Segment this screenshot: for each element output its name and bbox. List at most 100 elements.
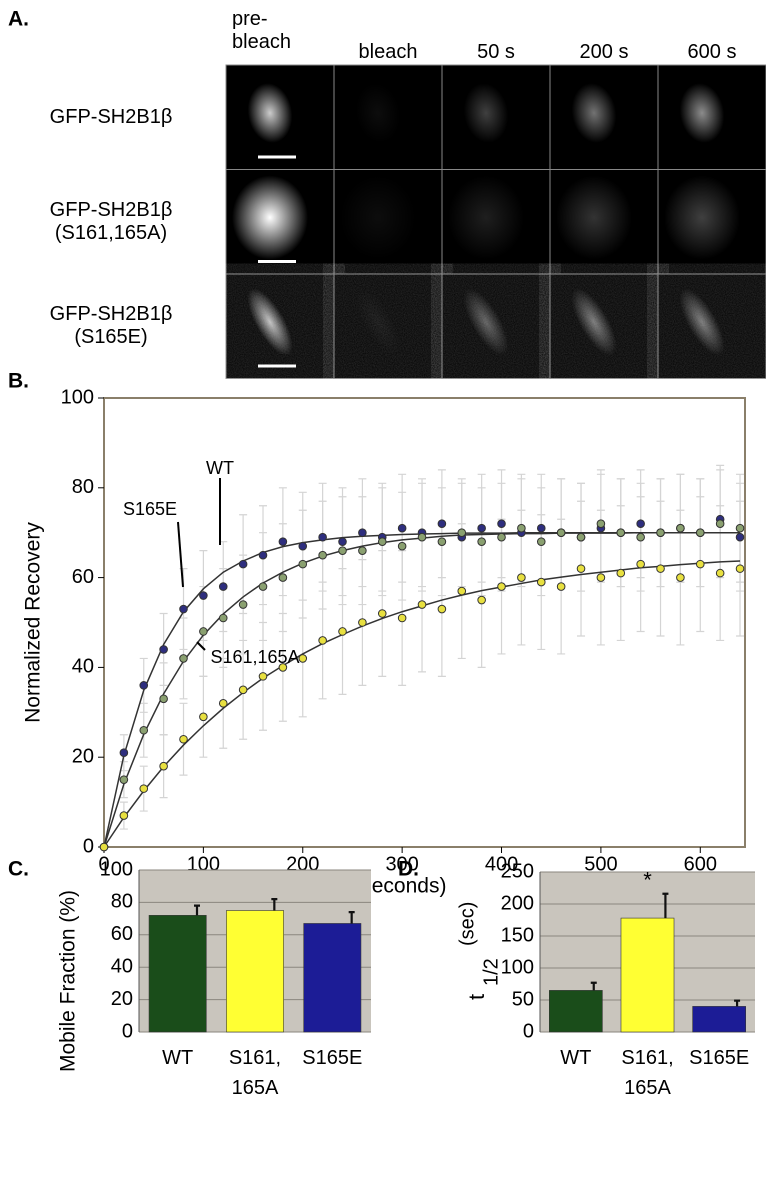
data-point bbox=[636, 532, 645, 542]
significance-mark: * bbox=[643, 868, 652, 893]
data-point bbox=[715, 568, 725, 578]
x-tick-label: 300 bbox=[385, 853, 418, 875]
y-tick-label: 0 bbox=[523, 1020, 534, 1042]
series-label: WT bbox=[206, 458, 234, 478]
data-point bbox=[437, 537, 447, 546]
data-point bbox=[616, 528, 626, 538]
x-tick-label: WT bbox=[162, 1047, 194, 1069]
x-tick-label: 400 bbox=[485, 853, 518, 875]
data-point bbox=[199, 627, 208, 636]
data-point bbox=[218, 699, 228, 708]
data-point bbox=[576, 532, 586, 542]
y-tick-label: 150 bbox=[501, 924, 534, 946]
row-label: GFP-SH2B1β (S161,165A) bbox=[49, 198, 173, 244]
data-point bbox=[477, 595, 486, 605]
data-point bbox=[437, 519, 447, 529]
cell bbox=[463, 83, 509, 143]
data-point bbox=[298, 559, 308, 569]
x-tick-label: WT bbox=[560, 1047, 592, 1069]
data-point bbox=[179, 734, 188, 744]
data-point bbox=[715, 519, 725, 529]
data-point bbox=[656, 564, 665, 573]
leader-line bbox=[177, 521, 184, 588]
cell bbox=[340, 175, 416, 260]
y-axis-label-subscript: 1/2 bbox=[480, 958, 502, 986]
data-point bbox=[437, 604, 447, 614]
data-point bbox=[596, 573, 606, 582]
y-tick-label: 0 bbox=[83, 835, 94, 857]
series-label: S165E bbox=[123, 499, 177, 519]
data-point bbox=[596, 519, 606, 529]
data-point bbox=[159, 694, 168, 704]
y-tick-label: 250 bbox=[501, 860, 534, 882]
bar bbox=[148, 915, 207, 1033]
data-point bbox=[338, 546, 347, 555]
data-point bbox=[318, 550, 327, 560]
data-point bbox=[477, 537, 486, 546]
data-point bbox=[139, 725, 149, 735]
cell bbox=[355, 288, 401, 356]
y-tick-label: 200 bbox=[501, 892, 534, 914]
data-point bbox=[199, 591, 208, 600]
data-point bbox=[159, 645, 168, 654]
row-label: GFP-SH2B1β (S165E) bbox=[49, 303, 173, 349]
data-point bbox=[119, 748, 129, 758]
cell bbox=[247, 288, 293, 356]
series-label: S161,165A bbox=[210, 647, 299, 667]
data-point bbox=[556, 528, 566, 538]
data-point bbox=[536, 537, 546, 546]
bar bbox=[692, 1006, 746, 1033]
data-point bbox=[517, 573, 526, 582]
data-point bbox=[377, 537, 387, 546]
cell bbox=[571, 83, 617, 143]
data-point bbox=[497, 582, 506, 591]
data-point bbox=[139, 784, 149, 793]
cell bbox=[463, 288, 509, 356]
y-tick-label: 20 bbox=[111, 988, 133, 1010]
y-tick-label: 20 bbox=[72, 745, 94, 767]
column-header: bleach bbox=[358, 41, 418, 63]
data-point bbox=[278, 663, 288, 672]
plot-area bbox=[103, 397, 746, 848]
data-point bbox=[119, 811, 129, 820]
data-point bbox=[377, 609, 387, 618]
data-point bbox=[258, 550, 268, 560]
cell bbox=[664, 175, 740, 260]
x-tick-label: 500 bbox=[584, 853, 617, 875]
row-label: GFP-SH2B1β bbox=[49, 105, 173, 128]
cell bbox=[355, 83, 401, 143]
data-point bbox=[616, 568, 626, 578]
data-point bbox=[695, 559, 705, 569]
data-point bbox=[258, 672, 268, 681]
data-point bbox=[636, 559, 645, 569]
panel-label: A. bbox=[8, 8, 29, 31]
column-header: 200 s bbox=[579, 41, 629, 63]
data-point bbox=[695, 528, 705, 538]
cell bbox=[556, 175, 632, 260]
error-bar bbox=[662, 892, 669, 919]
data-point bbox=[358, 618, 367, 627]
data-point bbox=[457, 528, 467, 538]
y-tick-label: 60 bbox=[72, 566, 94, 588]
y-tick-label: 80 bbox=[72, 476, 94, 498]
data-point bbox=[477, 523, 486, 533]
x-tick-label: 0 bbox=[98, 853, 109, 875]
data-point bbox=[417, 600, 427, 609]
y-tick-label: 60 bbox=[111, 923, 133, 945]
error-bar bbox=[590, 981, 597, 991]
x-tick-label: S165E bbox=[689, 1047, 750, 1069]
y-tick-label: 40 bbox=[111, 955, 133, 977]
x-tick-label: S165E bbox=[302, 1047, 363, 1069]
data-point bbox=[676, 523, 685, 533]
data-point bbox=[397, 523, 407, 533]
cell bbox=[679, 288, 725, 356]
data-point bbox=[576, 564, 586, 573]
bar bbox=[549, 990, 603, 1033]
error-bar bbox=[194, 904, 200, 916]
cell bbox=[247, 83, 293, 143]
data-point bbox=[278, 573, 288, 582]
y-tick-label: 100 bbox=[61, 386, 94, 408]
panel-label: C. bbox=[8, 858, 29, 881]
data-point bbox=[676, 573, 685, 582]
